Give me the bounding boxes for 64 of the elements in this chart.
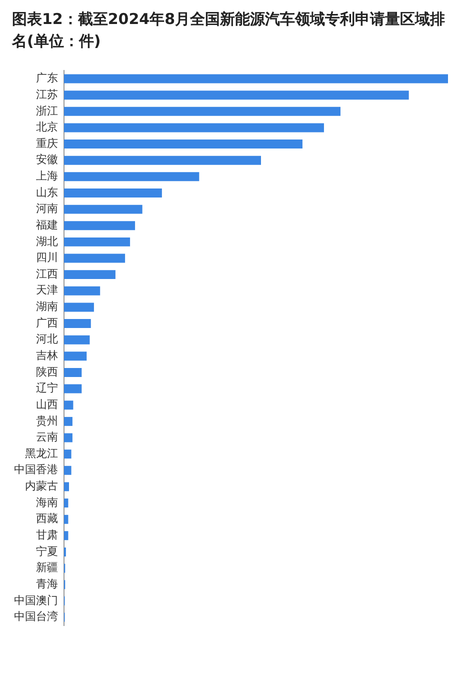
bar [64, 90, 409, 100]
y-tick-label: 新疆 [36, 561, 58, 574]
y-tick-label: 黑龙江 [25, 446, 58, 460]
y-tick-label: 福建 [36, 218, 58, 232]
bar [64, 302, 94, 312]
y-tick-label: 湖北 [36, 234, 58, 248]
y-tick-label: 江苏 [36, 88, 58, 101]
bar [64, 270, 116, 280]
bar [64, 237, 130, 246]
bar [64, 74, 448, 84]
y-tick-label: 陕西 [36, 365, 58, 378]
y-tick-label: 青海 [36, 577, 58, 590]
y-tick-label: 中国澳门 [14, 594, 58, 607]
bar [64, 498, 68, 508]
bar [64, 286, 100, 296]
bar [64, 172, 200, 182]
bar [64, 482, 69, 492]
y-tick-label: 中国台湾 [14, 610, 58, 624]
y-tick-label: 四川 [36, 251, 58, 264]
y-tick-label: 天津 [36, 284, 58, 297]
bar [64, 466, 72, 475]
bar [64, 221, 136, 230]
bar [64, 156, 261, 165]
bar [64, 400, 74, 410]
y-tick-label: 河南 [36, 202, 58, 216]
bar [64, 204, 142, 214]
y-tick-label: 甘肃 [36, 528, 58, 542]
bar [64, 514, 68, 524]
bar [64, 106, 340, 116]
y-tick-label: 广西 [36, 316, 58, 330]
bar [64, 188, 162, 198]
bar [64, 254, 126, 263]
bar [64, 352, 87, 361]
y-tick-label: 吉林 [36, 349, 58, 362]
y-tick-label: 贵州 [36, 414, 58, 428]
y-tick-label: 海南 [36, 496, 58, 509]
y-tick-label: 广东 [36, 72, 58, 85]
bar [64, 123, 324, 132]
bar [64, 140, 302, 149]
y-tick-label: 重庆 [36, 136, 58, 150]
y-tick-label: 辽宁 [36, 382, 58, 395]
y-tick-label: 湖南 [36, 300, 58, 314]
y-tick-label: 山东 [36, 186, 58, 199]
y-tick-label: 云南 [36, 430, 58, 444]
bar [64, 384, 82, 394]
y-tick-label: 西藏 [36, 512, 58, 526]
y-tick-label: 北京 [36, 120, 58, 134]
bar [64, 433, 72, 442]
bar [64, 450, 72, 459]
y-tick-label: 江西 [36, 267, 58, 280]
y-tick-label: 上海 [36, 170, 58, 183]
y-tick-label: 中国香港 [14, 463, 58, 476]
y-tick-label: 宁夏 [36, 544, 58, 558]
bar [64, 319, 91, 328]
y-tick-label: 内蒙古 [25, 480, 58, 493]
y-tick-label: 山西 [36, 398, 58, 411]
bar [64, 531, 68, 540]
bar [64, 368, 82, 377]
y-tick-label: 河北 [36, 332, 58, 346]
y-tick-label: 浙江 [36, 104, 58, 118]
y-tick-label: 安徽 [36, 153, 58, 166]
bar [64, 335, 90, 344]
chart-title: 图表12：截至2024年8月全国新能源汽车领域专利申请量区域排名(单位：件) [12, 9, 446, 52]
bar [64, 416, 72, 426]
